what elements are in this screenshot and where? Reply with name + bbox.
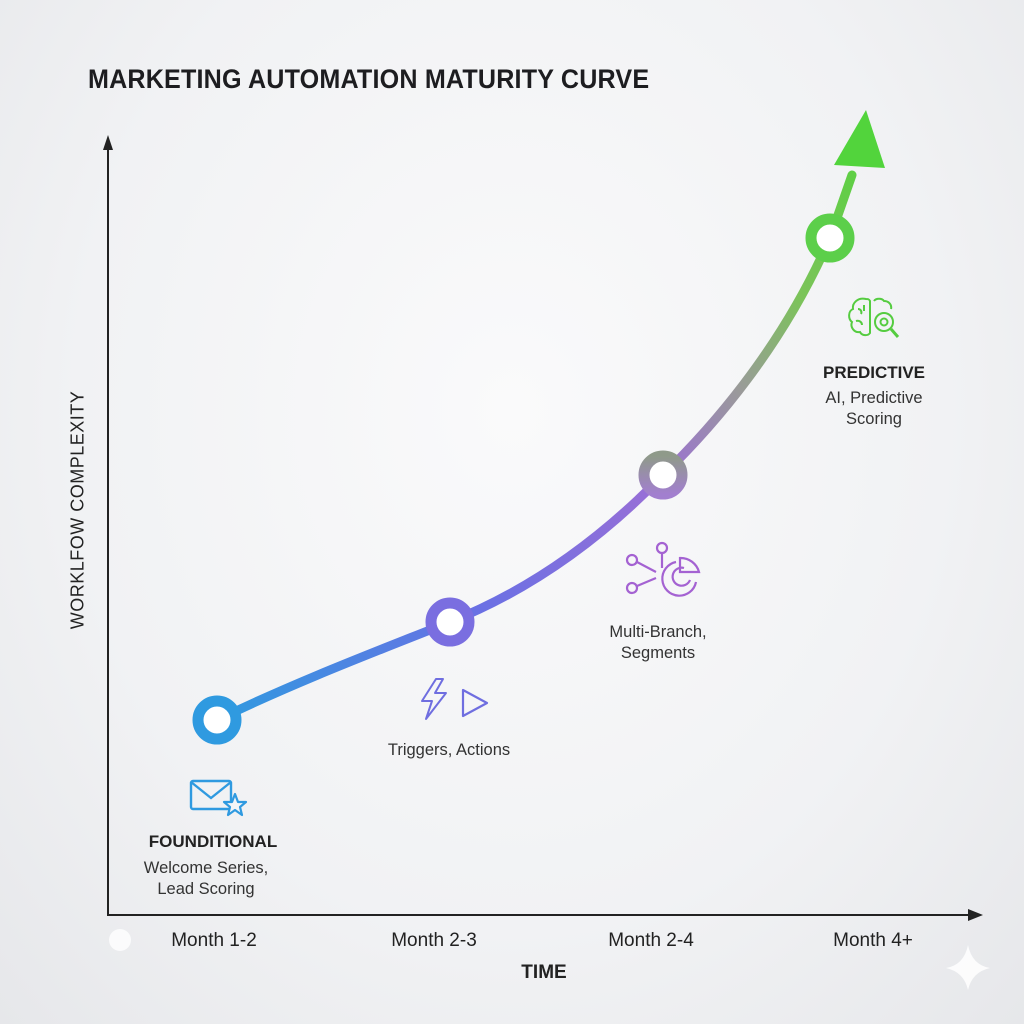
y-axis [103, 135, 113, 915]
chart-title: MARKETING AUTOMATION MATURITY CURVE [88, 64, 650, 94]
lightning-icon [421, 678, 447, 720]
sparkle-decoration [946, 945, 990, 990]
stage-1-desc-line1: Welcome Series, [143, 859, 269, 877]
x-tick-month-2-3: Month 2-3 [391, 930, 477, 951]
sparkle-decoration [109, 929, 131, 951]
curve-arrowhead [834, 110, 885, 168]
stage-node-2 [425, 597, 475, 647]
stage-1-desc-line2: Lead Scoring [157, 880, 255, 898]
branch-segment-icon [625, 541, 701, 597]
brain-gear-icon [848, 297, 900, 338]
stage-4-title: PREDICTIVE [822, 363, 926, 382]
stage-node-1 [192, 695, 242, 745]
stage-1-title: FOUNDITIONAL [148, 832, 278, 851]
stage-4-description: AI, Predictive Scoring [825, 388, 922, 430]
x-axis [107, 909, 983, 921]
stage-node-3 [638, 450, 688, 500]
stage-1-description: Welcome Series, Lead Scoring [144, 858, 268, 900]
x-axis-label: TIME [521, 962, 567, 983]
y-axis-label: WORKLFOW COMPLEXITY [67, 390, 88, 630]
stage-3-desc-line2: Segments [620, 644, 696, 662]
stage-4-desc-line2: Scoring [846, 410, 902, 428]
x-tick-month-4-plus: Month 4+ [833, 930, 913, 951]
stage-3-desc-line1: Multi-Branch, [609, 623, 707, 641]
x-tick-month-2-4: Month 2-4 [608, 930, 694, 951]
stage-2-description: Triggers, Actions [388, 740, 510, 761]
envelope-star-icon [189, 779, 248, 817]
stage-4-desc-line1: AI, Predictive [825, 389, 923, 407]
stage-3-description: Multi-Branch, Segments [609, 622, 706, 664]
stage-node-4 [805, 213, 855, 263]
stage-2-desc-line1: Triggers, Actions [387, 741, 511, 759]
play-icon [461, 688, 489, 718]
maturity-curve-line [212, 170, 857, 725]
x-tick-month-1-2: Month 1-2 [171, 930, 257, 951]
